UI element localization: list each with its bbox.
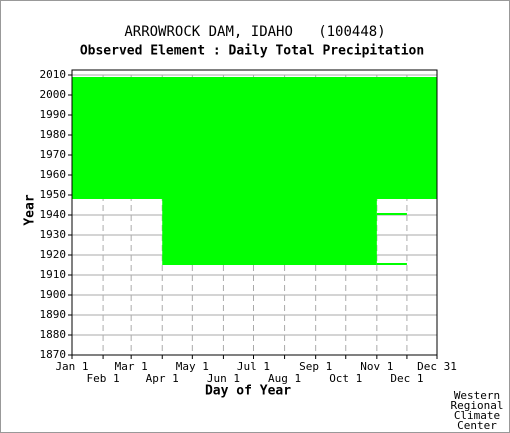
x-tick-label: Sep 1 bbox=[299, 360, 332, 373]
chart-title: ARROWROCK DAM, IDAHO (100448) bbox=[124, 24, 385, 40]
y-tick-label: 1960 bbox=[40, 168, 67, 181]
x-tick-label: Jun 1 bbox=[207, 372, 240, 385]
x-tick-label: Dec 1 bbox=[390, 372, 423, 385]
y-tick-label: 1980 bbox=[40, 128, 67, 141]
data-block bbox=[162, 199, 377, 265]
credit: Climate bbox=[454, 409, 500, 422]
data-block bbox=[376, 213, 407, 215]
chart-subtitle: Observed Element : Daily Total Precipita… bbox=[80, 44, 424, 59]
y-tick-label: 1990 bbox=[40, 108, 67, 121]
y-tick-label: 1930 bbox=[40, 228, 67, 241]
x-tick-label: Mar 1 bbox=[115, 360, 148, 373]
y-tick-label: 2000 bbox=[40, 88, 67, 101]
y-tick-label: 1950 bbox=[40, 188, 67, 201]
y-tick-label: 1900 bbox=[40, 288, 67, 301]
data-block bbox=[376, 263, 407, 265]
x-tick-label: Jul 1 bbox=[237, 360, 270, 373]
x-axis-label: Day of Year bbox=[205, 384, 291, 399]
y-tick-label: 2010 bbox=[40, 68, 67, 81]
x-tick-label: Aug 1 bbox=[268, 372, 301, 385]
x-tick-label: Feb 1 bbox=[87, 372, 120, 385]
credit: Center bbox=[457, 419, 497, 432]
y-axis-label: Year bbox=[23, 194, 38, 225]
y-tick-label: 1970 bbox=[40, 148, 67, 161]
y-tick-label: 1920 bbox=[40, 248, 67, 261]
plot-frame bbox=[71, 69, 438, 356]
x-tick-label: May 1 bbox=[176, 360, 209, 373]
y-tick-label: 1940 bbox=[40, 208, 67, 221]
y-tick-label: 1890 bbox=[40, 308, 67, 321]
credit: Regional bbox=[451, 399, 504, 412]
x-tick-label: Apr 1 bbox=[146, 372, 179, 385]
y-tick-label: 1910 bbox=[40, 268, 67, 281]
x-tick-label: Dec 31 bbox=[417, 360, 457, 373]
data-block bbox=[72, 77, 437, 199]
credit: Western bbox=[454, 389, 500, 402]
y-tick-label: 1870 bbox=[40, 348, 67, 361]
y-tick-label: 1880 bbox=[40, 328, 67, 341]
x-tick-label: Nov 1 bbox=[360, 360, 393, 373]
x-tick-label: Jan 1 bbox=[55, 360, 88, 373]
x-tick-label: Oct 1 bbox=[329, 372, 362, 385]
